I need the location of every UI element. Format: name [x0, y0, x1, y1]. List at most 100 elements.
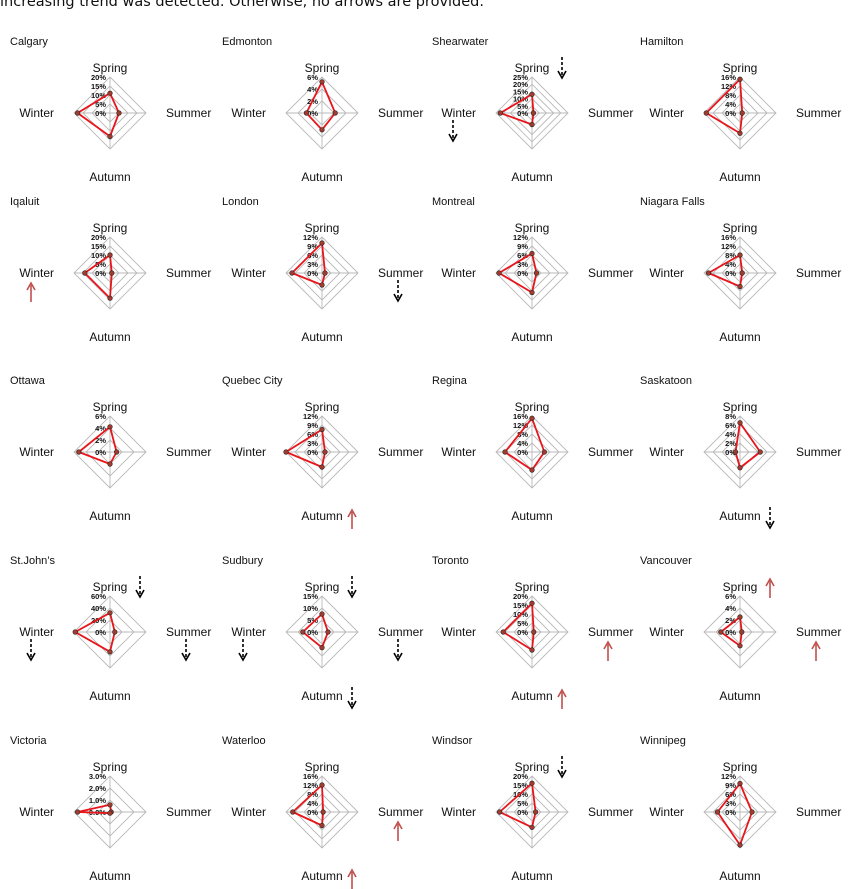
trend-arrow-decrease-winter: [448, 120, 458, 143]
axis-label-summer: Summer: [378, 625, 423, 639]
tick-label: 12%: [513, 233, 528, 242]
axis-label-winter: Winter: [441, 625, 476, 639]
axis-label-autumn: Autumn: [89, 509, 130, 523]
data-point-spring: [107, 424, 113, 430]
radar-chart-waterloo: 0%4%8%12%16%WaterlooSpringSummerAutumnWi…: [222, 735, 423, 889]
axis-label-summer: Summer: [166, 106, 211, 120]
data-point-winter: [500, 629, 506, 635]
data-point-summer: [532, 809, 539, 815]
data-point-autumn: [107, 649, 113, 655]
axis-label-autumn: Autumn: [719, 869, 760, 883]
tick-label: 12%: [303, 412, 318, 421]
radar-chart-london: 0%3%6%9%12% London Spring Summer Autumn Winte…: [222, 196, 423, 344]
axis-label-winter: Winter: [649, 805, 684, 819]
axis-label-spring: Spring: [305, 760, 340, 774]
axis-label-autumn: Autumn: [511, 689, 552, 703]
tick-label: 3%: [725, 799, 736, 808]
data-point-autumn: [737, 842, 743, 848]
tick-label: 6%: [307, 251, 318, 260]
tick-label: 0%: [517, 109, 528, 118]
data-point-spring: [529, 600, 535, 606]
arrow-head: [557, 70, 567, 80]
axis-label-winter: Winter: [649, 106, 684, 120]
data-point-winter: [714, 809, 721, 815]
axis-label-spring: Spring: [723, 221, 758, 235]
axis-label-spring: Spring: [723, 580, 758, 594]
trend-arrow-increase-summer: [393, 820, 403, 841]
data-point-winter: [74, 110, 81, 116]
axis-label-spring: Spring: [515, 221, 550, 235]
tick-label: 10%: [91, 91, 106, 100]
axis-label-summer: Summer: [166, 445, 211, 459]
axis-label-spring: Spring: [305, 61, 340, 75]
axis-label-winter: Winter: [231, 625, 266, 639]
chart-title: Niagara Falls: [640, 196, 705, 208]
data-point-winter: [300, 629, 306, 635]
data-point-autumn: [107, 810, 113, 816]
tick-label: 20%: [513, 80, 528, 89]
data-point-winter: [502, 449, 508, 455]
trend-arrow-decrease-spring: [557, 57, 567, 80]
chart-title: Quebec City: [222, 375, 283, 387]
chart-title: Ottawa: [10, 375, 46, 387]
tick-label: 5%: [517, 102, 528, 111]
data-point-summer: [322, 449, 328, 455]
tick-label: 4%: [725, 260, 736, 269]
tick-label: 8%: [725, 91, 736, 100]
radar-chart-winnipeg: 0%3%6%9%12%WinnipegSpringSummerAutumnWin…: [640, 735, 841, 883]
radar-chart-toronto: 0%5%10%15%20%TorontoSpringSummerAutumnWi…: [432, 555, 633, 709]
data-point-winter: [497, 110, 503, 116]
data-point-summer: [320, 809, 326, 815]
tick-label: 6%: [517, 251, 528, 260]
axis-label-autumn: Autumn: [89, 330, 130, 344]
chart-title: Shearwater: [432, 36, 489, 48]
data-point-summer: [541, 449, 547, 455]
trend-arrow-increase-autumn: [347, 868, 357, 889]
data-point-autumn: [107, 295, 113, 301]
data-point-winter: [732, 449, 739, 455]
data-point-autumn: [737, 283, 743, 290]
data-point-autumn: [529, 824, 535, 830]
tick-label: 2%: [725, 439, 736, 448]
tick-label: 4%: [725, 430, 736, 439]
data-series-line: [285, 428, 326, 468]
tick-label: 15%: [303, 592, 318, 601]
tick-label: 8%: [725, 251, 736, 260]
chart-title: Saskatoon: [640, 375, 692, 387]
tick-label: 4%: [725, 100, 736, 109]
axis-label-autumn: Autumn: [89, 869, 130, 883]
axis-label-spring: Spring: [93, 221, 128, 235]
axis-label-summer: Summer: [588, 805, 633, 819]
tick-label: 5%: [95, 100, 106, 109]
tick-label: 10%: [303, 604, 318, 613]
data-point-spring: [737, 614, 743, 620]
data-point-summer: [112, 629, 118, 635]
tick-label: 4%: [307, 85, 318, 94]
tick-label: 20%: [513, 592, 528, 601]
arrow-head: [557, 688, 567, 698]
axis-label-winter: Winter: [231, 805, 266, 819]
tick-label: 0%: [95, 448, 106, 457]
arrow-head: [393, 820, 403, 830]
tick-label: 4%: [307, 799, 318, 808]
arrow-head: [26, 281, 36, 291]
tick-label: 0%: [307, 448, 318, 457]
tick-label: 12%: [721, 242, 736, 251]
axis-label-winter: Winter: [19, 106, 54, 120]
data-point-winter: [705, 270, 712, 276]
data-point-winter: [303, 110, 310, 116]
axis-label-autumn: Autumn: [301, 689, 342, 703]
axis-label-summer: Summer: [166, 805, 211, 819]
tick-label: 12%: [513, 421, 528, 430]
axis-label-winter: Winter: [231, 266, 266, 280]
axis-label-summer: Summer: [796, 266, 841, 280]
axis-label-winter: Winter: [441, 266, 476, 280]
data-point-summer: [757, 449, 763, 455]
data-point-winter: [76, 449, 82, 455]
axis-label-winter: Winter: [649, 625, 684, 639]
chart-title: Edmonton: [222, 36, 272, 48]
tick-label: 0%: [725, 448, 736, 457]
data-point-spring: [529, 780, 535, 786]
data-point-winter: [82, 270, 88, 276]
chart-title: Winnipeg: [640, 735, 686, 747]
